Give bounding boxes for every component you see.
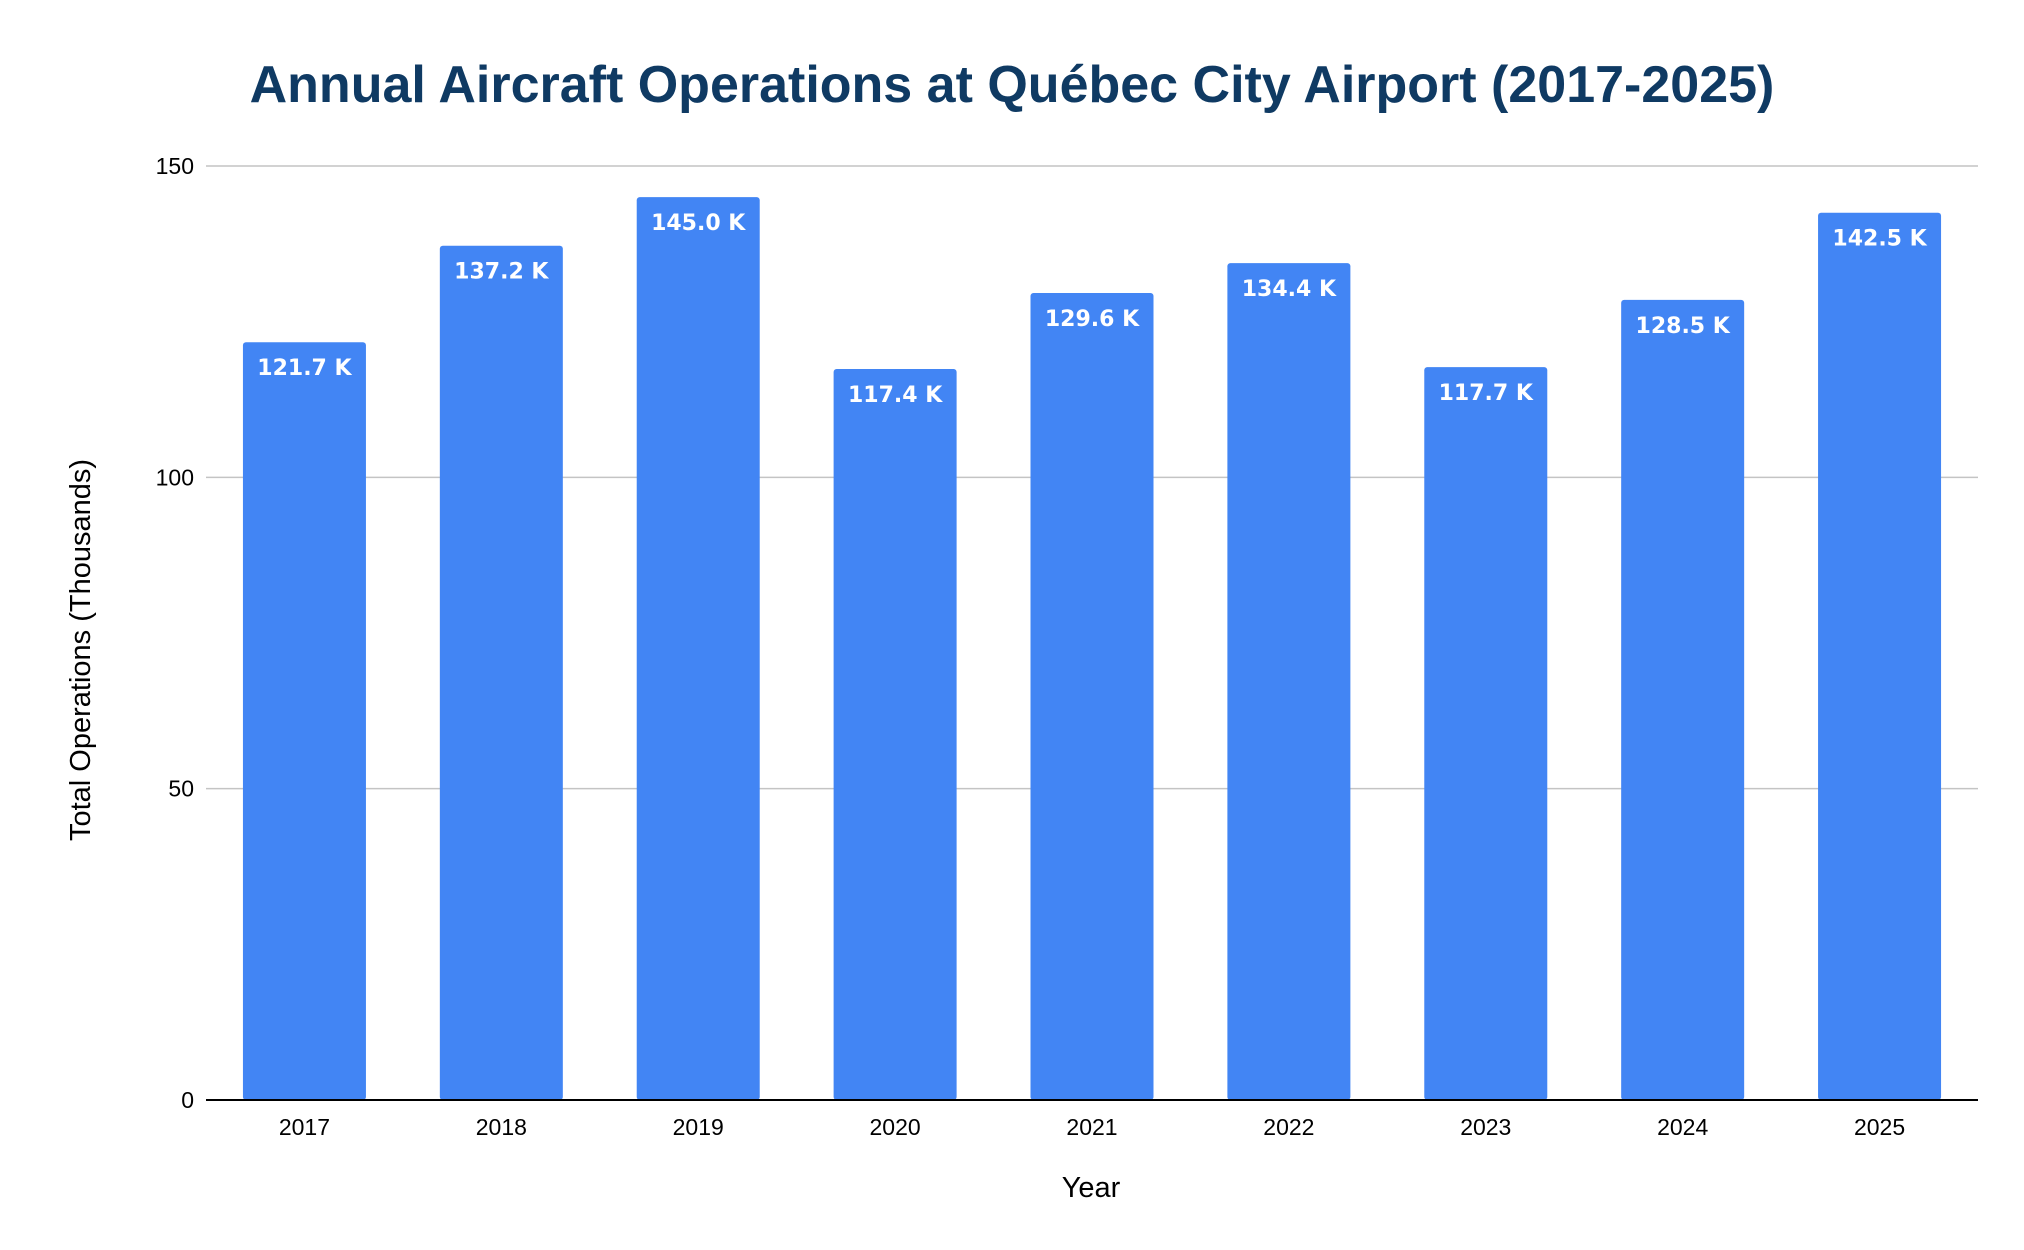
- x-axis-ticks: 2017 2018 2019 2020 2021 2022 2023 2024 2025: [279, 1114, 1905, 1140]
- x-tick-label: 2021: [1066, 1114, 1117, 1140]
- data-label: 134.4 K: [1242, 277, 1337, 302]
- bar: [1030, 293, 1154, 1100]
- x-tick-label: 2019: [673, 1114, 724, 1140]
- x-tick-label: 2018: [476, 1114, 527, 1140]
- data-label: 137.2 K: [454, 260, 549, 285]
- data-label: 145.0 K: [651, 211, 746, 236]
- x-tick-label: 2020: [870, 1114, 921, 1140]
- y-tick-label: 50: [168, 776, 194, 802]
- data-labels: 121.7 K 137.2 K 145.0 K 117.4 K 129.6 K 134.4…: [257, 211, 1927, 408]
- bar: [1424, 367, 1548, 1100]
- data-label: 142.5 K: [1832, 227, 1927, 252]
- bar: [1818, 212, 1942, 1100]
- data-label: 129.6 K: [1045, 307, 1140, 332]
- bar: [636, 197, 760, 1101]
- x-axis-title: Year: [1062, 1172, 1121, 1204]
- bar: [833, 368, 957, 1100]
- bar: [242, 342, 366, 1100]
- y-axis-title: Total Operations (Thousands): [65, 459, 97, 841]
- bar: [1621, 299, 1745, 1101]
- data-label: 128.5 K: [1636, 314, 1731, 339]
- data-label: 121.7 K: [257, 356, 352, 381]
- data-label: 117.4 K: [848, 383, 943, 408]
- bar: [1227, 263, 1351, 1100]
- y-tick-label: 150: [156, 153, 194, 179]
- data-label: 117.7 K: [1439, 381, 1534, 406]
- x-tick-label: 2017: [279, 1114, 330, 1140]
- y-axis-ticks: 0 50 100 150: [156, 153, 194, 1113]
- x-tick-label: 2023: [1460, 1114, 1511, 1140]
- bars: [242, 197, 1942, 1101]
- bar: [439, 245, 563, 1100]
- y-tick-label: 0: [181, 1087, 194, 1113]
- x-tick-label: 2024: [1657, 1114, 1708, 1140]
- x-tick-label: 2025: [1854, 1114, 1905, 1140]
- x-tick-label: 2022: [1263, 1114, 1314, 1140]
- y-tick-label: 100: [156, 464, 194, 490]
- chart-title: Annual Aircraft Operations at Québec Cit…: [250, 56, 1775, 114]
